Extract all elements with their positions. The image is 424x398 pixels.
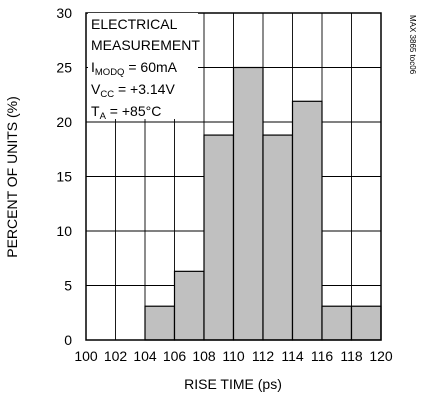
x-tick-label: 100 [74,348,98,364]
histogram-bar [203,134,235,341]
histogram-bar [262,134,294,341]
histogram-bar [291,100,323,341]
x-tick-labels: 100 102 104 106 108 110 112 114 116 118 120 [74,348,393,364]
x-tick-label: 112 [252,348,275,364]
annotation-line-5: TA = +85°C [91,103,161,122]
x-tick-label: 110 [222,348,245,364]
y-tick-label: 15 [56,169,72,185]
x-tick-label: 106 [163,348,187,364]
x-tick-label: 114 [281,348,304,364]
y-tick-labels: 0 5 10 15 20 25 30 [56,5,72,348]
histogram-bar [350,305,382,341]
x-tick-label: 102 [104,348,128,364]
histogram-bars [144,66,382,341]
x-tick-label: 118 [340,348,363,364]
x-tick-label: 104 [133,348,157,364]
histogram-bar [321,305,353,341]
annotation-line-2: MEASUREMENT [91,37,200,53]
histogram-bar [232,66,264,341]
y-tick-label: 10 [56,223,72,239]
x-tick-label: 108 [192,348,216,364]
y-tick-label: 5 [64,278,72,294]
annotation-box [88,13,198,119]
measurement-annotation: ELECTRICAL MEASUREMENT IMODQ = 60mA VCC … [91,16,200,122]
x-axis-title: RISE TIME (ps) [184,376,282,392]
figure-file-tag: MAX 3865 toc06 [408,15,417,75]
annotation-line-1: ELECTRICAL [91,16,178,32]
annotation-line-3: IMODQ = 60mA [91,59,178,78]
y-tick-label: 20 [56,114,72,130]
plot-frame [85,12,382,341]
histogram-bar [144,305,176,341]
y-axis-title: PERCENT OF UNITS (%) [4,96,20,258]
histogram-bar [173,270,205,341]
y-tick-label: 25 [56,60,72,76]
y-tick-label: 30 [56,5,72,21]
x-tick-label: 116 [311,348,334,364]
y-tick-label: 0 [64,332,72,348]
annotation-line-4: VCC = +3.14V [91,81,175,100]
x-tick-label: 120 [369,348,393,364]
